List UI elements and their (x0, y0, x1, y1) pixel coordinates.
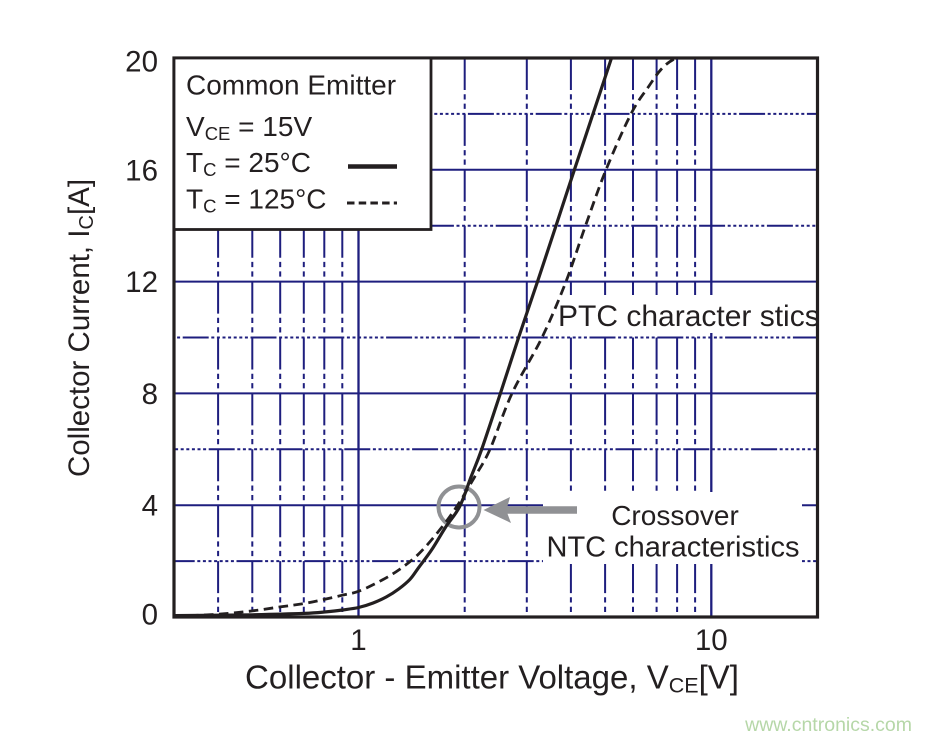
svg-text:TC = 25°C: TC = 25°C (186, 147, 311, 180)
svg-text:0: 0 (142, 599, 158, 632)
svg-text:TC = 125°C: TC = 125°C (186, 184, 327, 217)
svg-text:Crossover: Crossover (611, 500, 739, 531)
svg-text:10: 10 (695, 624, 728, 657)
svg-text:12: 12 (125, 266, 158, 299)
svg-text:16: 16 (125, 154, 158, 187)
svg-text:PTC character stics: PTC character stics (558, 300, 820, 333)
svg-text:4: 4 (142, 490, 158, 523)
svg-text:8: 8 (142, 378, 158, 411)
svg-text:www.cntronics.com: www.cntronics.com (744, 714, 912, 736)
svg-text:20: 20 (125, 46, 158, 79)
svg-text:NTC characteristics: NTC characteristics (547, 532, 800, 564)
svg-text:Collector - Emitter Voltage, V: Collector - Emitter Voltage, VCE[V] (245, 659, 739, 698)
svg-text:Common Emitter: Common Emitter (186, 70, 396, 101)
svg-text:1: 1 (350, 624, 366, 657)
